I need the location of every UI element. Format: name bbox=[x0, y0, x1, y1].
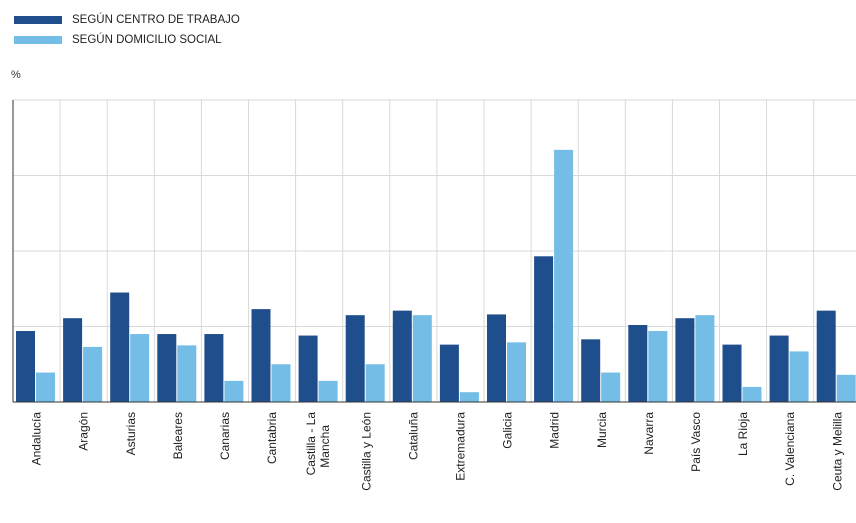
legend-item-domicilio: SEGÚN DOMICILIO SOCIAL bbox=[14, 30, 240, 50]
legend-label-centro: SEGÚN CENTRO DE TRABAJO bbox=[72, 14, 240, 26]
legend-item-centro: SEGÚN CENTRO DE TRABAJO bbox=[14, 10, 240, 30]
x-tick-label: Extremadura bbox=[453, 412, 467, 481]
x-tick-label: Andalucía bbox=[30, 412, 44, 466]
bar-centro bbox=[204, 334, 224, 402]
bar-domicilio bbox=[836, 374, 856, 402]
y-axis-unit-label: % bbox=[11, 69, 21, 81]
x-tick-label: Canarias bbox=[218, 412, 232, 460]
bar-domicilio bbox=[507, 342, 526, 402]
bar-centro bbox=[392, 310, 412, 402]
x-tick-label: Madrid bbox=[548, 412, 562, 449]
bar-centro bbox=[63, 318, 83, 402]
bar-domicilio bbox=[742, 386, 762, 402]
legend-swatch-domicilio bbox=[14, 36, 62, 44]
bar-domicilio bbox=[130, 334, 150, 402]
bar-centro bbox=[110, 292, 130, 402]
x-tick-label: Ceuta y Melilla bbox=[830, 412, 844, 491]
bar-centro bbox=[157, 334, 177, 402]
x-tick-label: Asturias bbox=[124, 412, 138, 455]
bar-centro bbox=[581, 339, 601, 402]
legend: SEGÚN CENTRO DE TRABAJO SEGÚN DOMICILIO … bbox=[14, 10, 240, 50]
bar-domicilio bbox=[412, 315, 432, 402]
bar-centro bbox=[487, 314, 506, 402]
x-tick-label: Castilla y León bbox=[359, 412, 373, 491]
bar-centro bbox=[345, 315, 365, 402]
bar-domicilio bbox=[365, 364, 385, 402]
x-tick-label: Cataluña bbox=[406, 412, 420, 460]
bar-domicilio bbox=[177, 345, 197, 402]
bar-domicilio bbox=[648, 331, 668, 402]
x-tick-label: La Rioja bbox=[736, 412, 750, 456]
bar-centro bbox=[769, 335, 789, 402]
bar-domicilio bbox=[36, 372, 55, 402]
x-tick-label: Cantabria bbox=[265, 412, 279, 464]
x-tick-label: Galicia bbox=[501, 412, 515, 449]
bar-domicilio bbox=[83, 346, 103, 402]
legend-label-domicilio: SEGÚN DOMICILIO SOCIAL bbox=[72, 34, 222, 46]
x-tick-label: País Vasco bbox=[689, 412, 703, 472]
bar-domicilio bbox=[318, 380, 338, 402]
x-tick-label: Murcia bbox=[595, 412, 609, 448]
bar-domicilio bbox=[695, 315, 715, 402]
bar-centro bbox=[251, 309, 271, 402]
bar-centro bbox=[439, 344, 459, 402]
bar-centro bbox=[628, 324, 648, 402]
x-tick-label: Baleares bbox=[171, 412, 185, 459]
bar-centro bbox=[16, 331, 35, 402]
bar-centro bbox=[534, 256, 554, 402]
x-tick-label: Castilla - LaMancha bbox=[304, 412, 332, 476]
x-tick-label: Aragón bbox=[77, 412, 91, 451]
bar-domicilio bbox=[554, 149, 574, 402]
x-tick-label: Navarra bbox=[642, 412, 656, 455]
x-tick-label: C. Valenciana bbox=[783, 412, 797, 486]
bar-domicilio bbox=[601, 372, 621, 402]
bar-domicilio bbox=[459, 392, 479, 402]
bar-domicilio bbox=[271, 364, 291, 402]
bar-centro bbox=[675, 318, 695, 402]
legend-swatch-centro bbox=[14, 16, 62, 24]
bar-domicilio bbox=[224, 380, 244, 402]
bar-domicilio bbox=[789, 351, 809, 402]
bar-centro bbox=[722, 344, 742, 402]
bar-centro bbox=[816, 310, 836, 402]
bar-centro bbox=[298, 335, 318, 402]
